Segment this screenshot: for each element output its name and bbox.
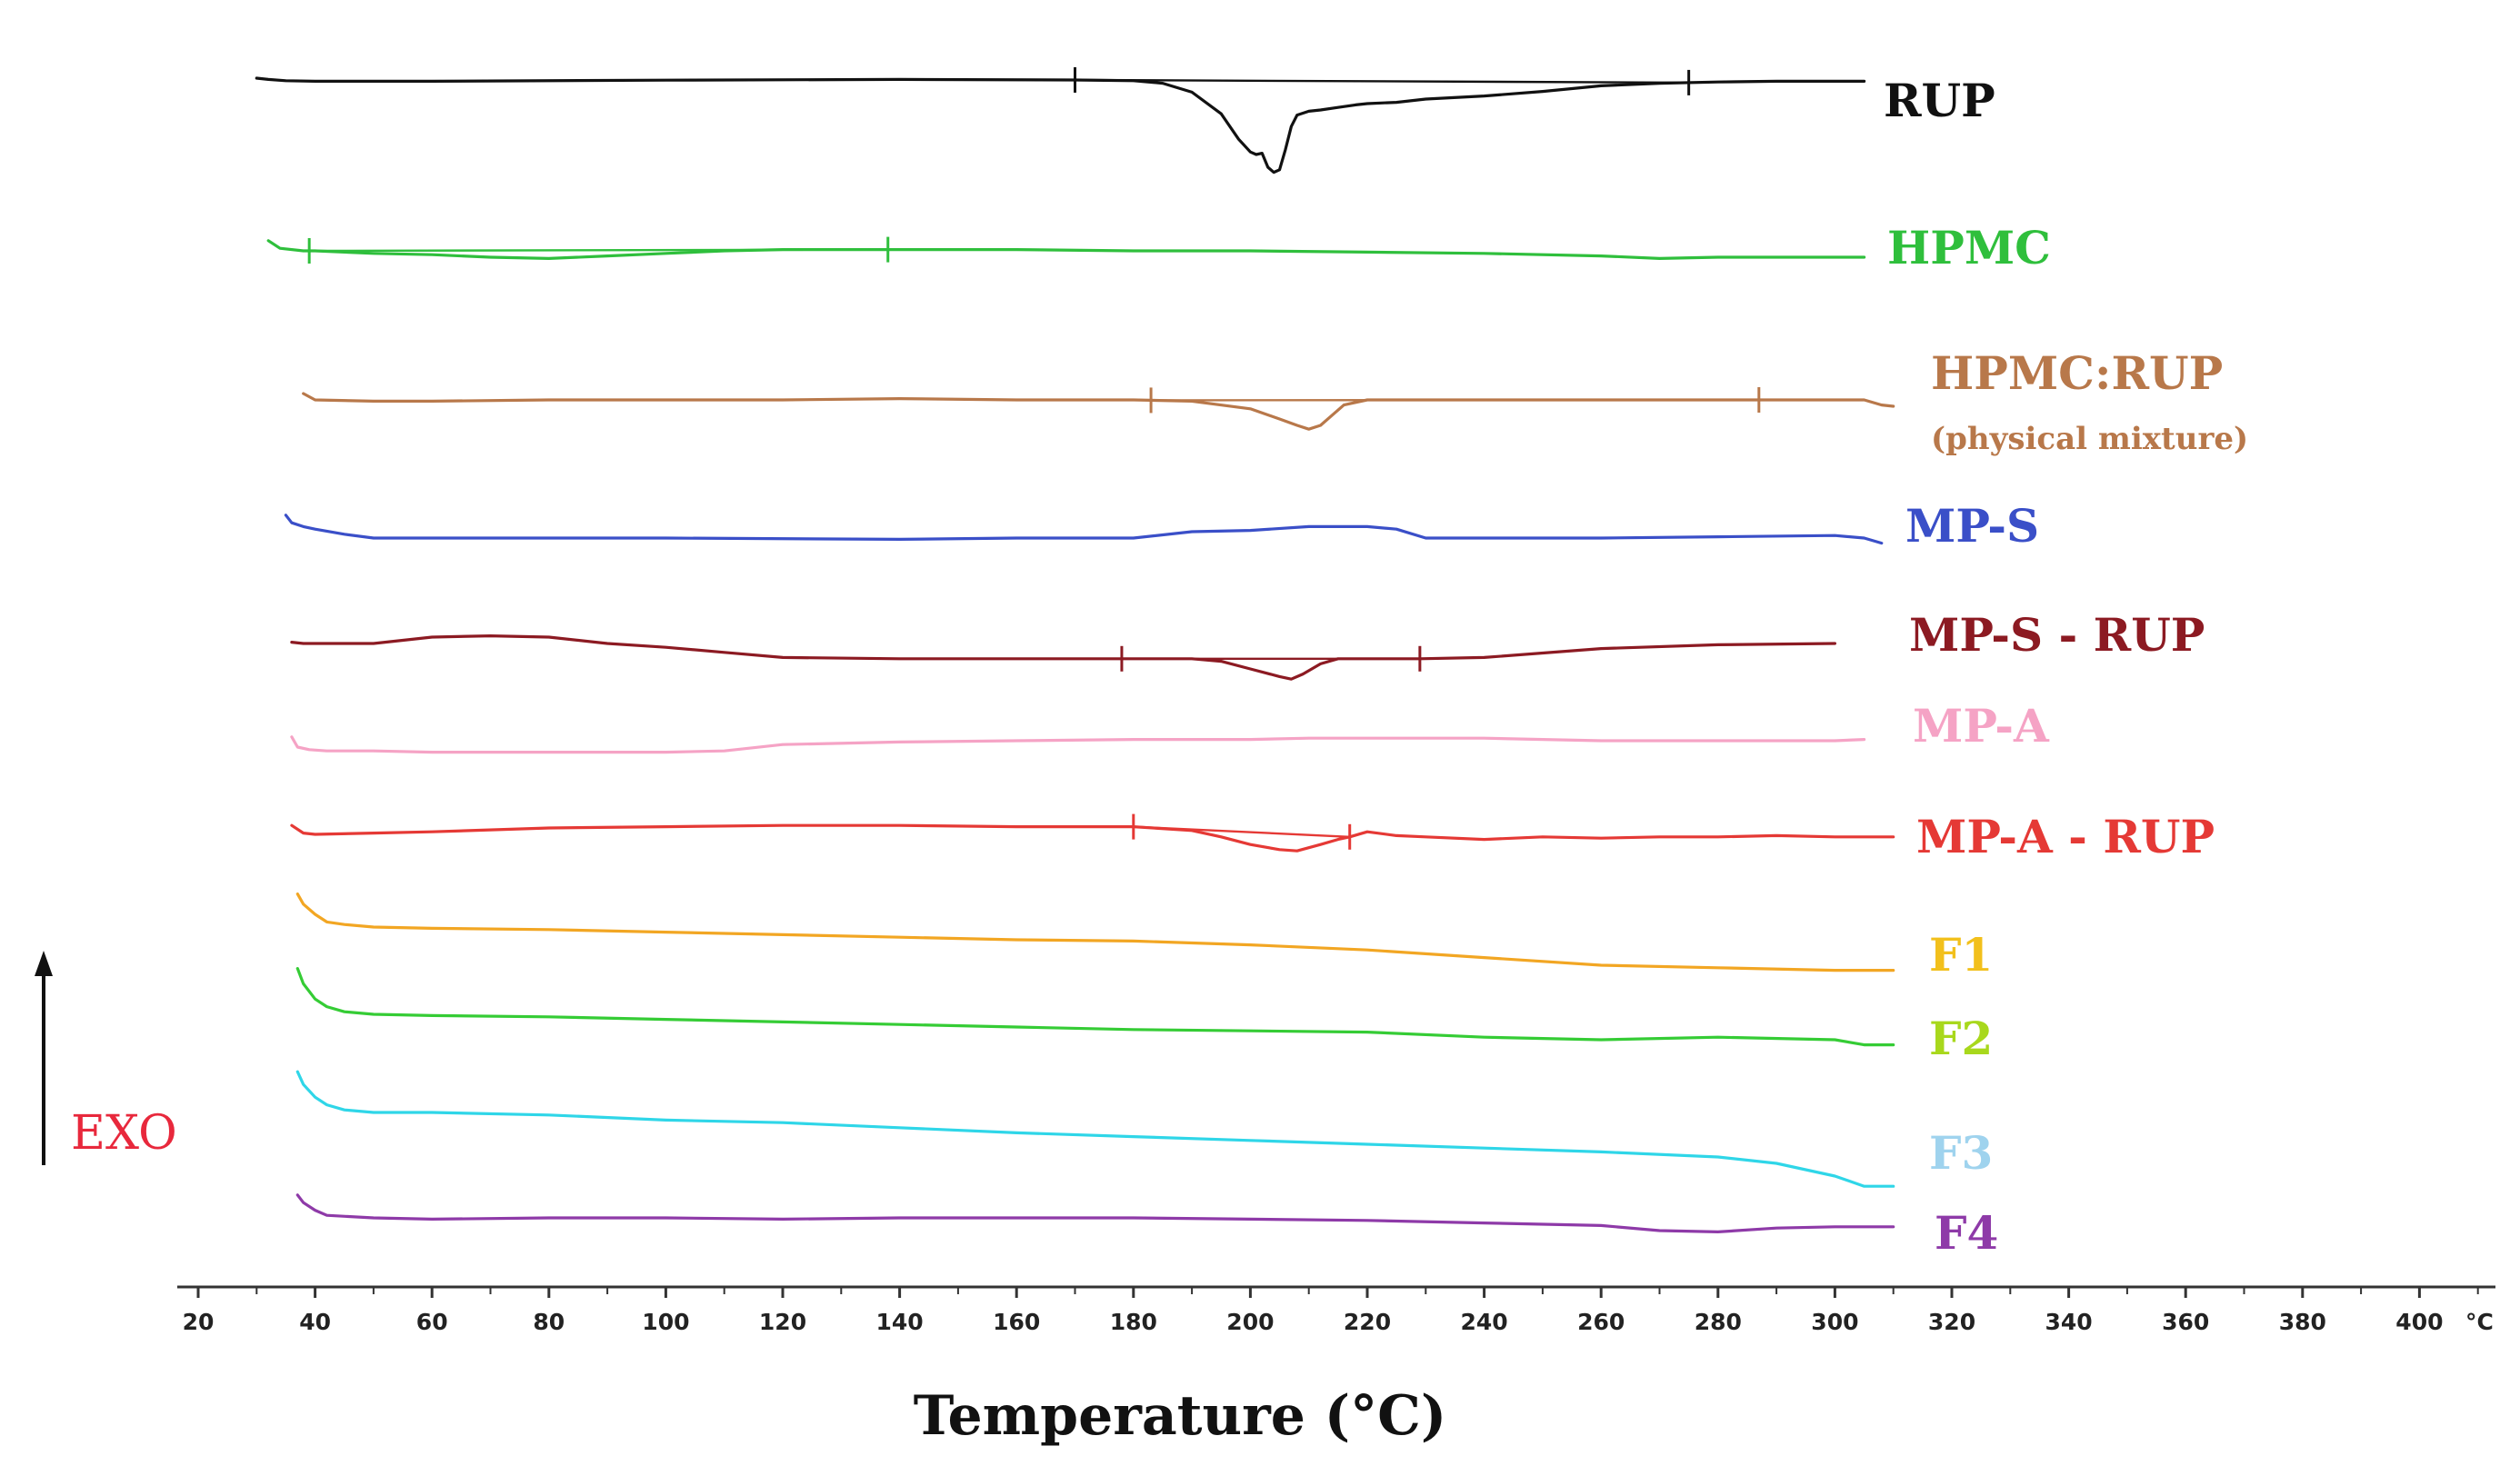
integration-baseline (1133, 825, 1350, 838)
x-tick-label: 400 (2395, 1309, 2443, 1335)
curve-f3 (295, 1070, 1895, 1188)
curve-mp-s (284, 514, 1884, 545)
x-tick-label: 80 (533, 1309, 565, 1335)
curve-mp-a (290, 735, 1866, 754)
integration-baseline (309, 248, 888, 253)
x-axis-ticks: 20 40 60 80 100 120 140 160 180 200 220 240 260 280 30… (183, 1287, 2479, 1335)
exo-label: EXO (71, 1106, 177, 1161)
series-label: F4 (1935, 1206, 1998, 1260)
curve-mp-a-rup (290, 823, 1895, 853)
thermogram-curves (255, 66, 1895, 1233)
x-axis-unit-label: °C (2465, 1309, 2494, 1335)
x-tick-label: 180 (1110, 1309, 1157, 1335)
x-tick-label: 120 (759, 1309, 806, 1335)
series-label: F1 (1929, 928, 1993, 982)
exo-indicator: EXO (35, 951, 177, 1165)
x-tick-label: 260 (1577, 1309, 1625, 1335)
x-tick-label: 380 (2279, 1309, 2326, 1335)
curve-rup (255, 76, 1866, 175)
x-tick-label: 60 (416, 1309, 448, 1335)
curve-f1 (295, 893, 1895, 972)
curve-f4 (295, 1193, 1895, 1233)
series-label: MP-S - RUP (1909, 608, 2205, 662)
x-axis: 20 40 60 80 100 120 140 160 180 200 220 240 260 280 30… (177, 1285, 2495, 1448)
x-tick-label: 320 (1928, 1309, 1975, 1335)
series-labels: RUP HPMC HPMC:RUP (physical mixture) MP-S MP-… (1884, 74, 2248, 1260)
x-tick-label: 280 (1695, 1309, 1742, 1335)
series-label: MP-A - RUP (1916, 810, 2215, 863)
x-axis-title: Temperature (°C) (914, 1384, 1447, 1448)
series-label: RUP (1884, 74, 1995, 127)
series-label: F2 (1929, 1012, 1993, 1065)
series-label: MP-A (1913, 699, 2050, 753)
series-label: MP-S (1905, 499, 2039, 553)
x-tick-label: 200 (1226, 1309, 1274, 1335)
series-label: HPMC:RUP (1931, 346, 2223, 400)
curve-f2 (295, 967, 1895, 1047)
x-tick-label: 340 (2045, 1309, 2093, 1335)
x-tick-label: 40 (299, 1309, 331, 1335)
series-label: HPMC (1887, 221, 2051, 274)
x-tick-label: 160 (993, 1309, 1040, 1335)
x-tick-label: 20 (183, 1309, 215, 1335)
x-tick-label: 300 (1811, 1309, 1858, 1335)
x-tick-label: 360 (2162, 1309, 2209, 1335)
x-tick-label: 100 (642, 1309, 689, 1335)
integration-baseline (1075, 78, 1689, 85)
curve-mp-s-rup (290, 634, 1836, 681)
x-tick-label: 220 (1344, 1309, 1391, 1335)
x-tick-label: 140 (876, 1309, 924, 1335)
series-sublabel: (physical mixture) (1931, 421, 2248, 457)
series-label: F3 (1929, 1126, 1993, 1180)
exo-arrow-head (35, 951, 53, 976)
x-tick-label: 240 (1461, 1309, 1508, 1335)
